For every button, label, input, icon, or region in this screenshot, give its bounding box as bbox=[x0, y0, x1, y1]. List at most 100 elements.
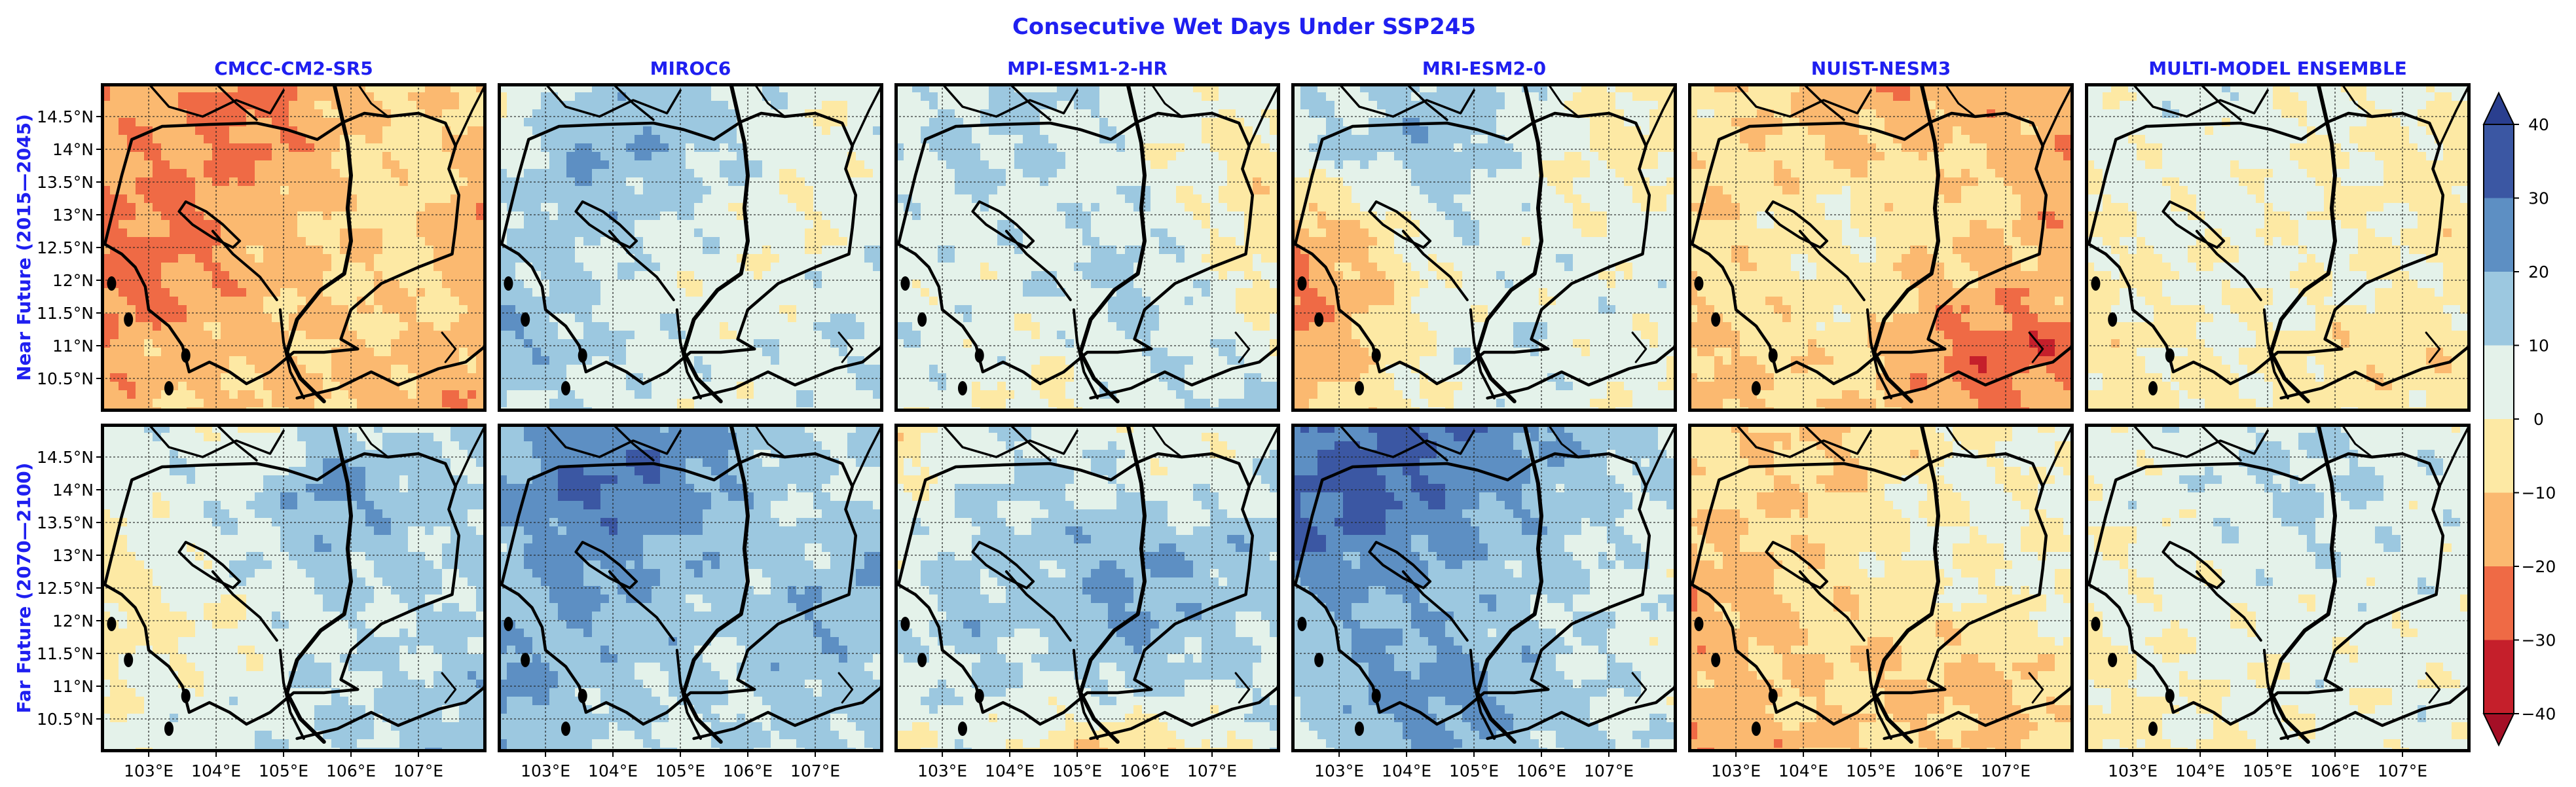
lat-tick-label: 11°N bbox=[52, 337, 94, 356]
gridlines bbox=[895, 84, 1279, 411]
panel-frame bbox=[1291, 83, 1677, 412]
map-outlines bbox=[896, 424, 1279, 744]
panel-frame bbox=[1291, 424, 1677, 752]
gridlines bbox=[498, 424, 883, 752]
lon-tick-label: 107°E bbox=[1187, 761, 1237, 780]
panel-frame bbox=[2085, 83, 2471, 412]
lon-tick-label: 105°E bbox=[655, 761, 705, 780]
map-outlines bbox=[896, 84, 1279, 403]
lat-tick-label: 12°N bbox=[52, 612, 94, 631]
colorbar-segment bbox=[2484, 492, 2514, 567]
colorbar-tick-label: 10 bbox=[2528, 337, 2549, 356]
lat-tick-label: 14.5°N bbox=[37, 448, 94, 467]
colorbar-segment bbox=[2484, 566, 2514, 640]
gridlines bbox=[895, 424, 1279, 752]
lon-tick-label: 107°E bbox=[1584, 761, 1634, 780]
lat-tick-label: 14°N bbox=[52, 481, 94, 500]
gridlines bbox=[101, 84, 486, 411]
lon-tick-label: 105°E bbox=[1449, 761, 1499, 780]
map-panel bbox=[1688, 83, 2074, 412]
axis-ticks: 14.5°N 14°N 13.5°N 13°N 12.5°N 12°N 11.5°N 11°N… bbox=[37, 107, 2427, 780]
map-outlines bbox=[500, 424, 883, 744]
model-title: MRI-ESM2-0 bbox=[1422, 58, 1546, 79]
lon-tick-label: 107°E bbox=[394, 761, 443, 780]
panel-frame bbox=[894, 83, 1280, 412]
map-panel bbox=[498, 424, 883, 752]
lat-tick-label: 14.5°N bbox=[37, 107, 94, 126]
lat-tick-label: 13°N bbox=[52, 206, 94, 225]
map-outlines bbox=[103, 84, 486, 403]
gridlines bbox=[2086, 424, 2470, 752]
lon-tick-label: 103°E bbox=[1314, 761, 1364, 780]
map-panel bbox=[2085, 83, 2471, 412]
model-title: MIROC6 bbox=[650, 58, 731, 79]
panel-frame bbox=[1688, 424, 2074, 752]
model-title: MPI-ESM1-2-HR bbox=[1007, 58, 1168, 79]
colorbar-segment bbox=[2484, 640, 2514, 714]
lon-tick-label: 105°E bbox=[259, 761, 308, 780]
colorbar-tick-label: 20 bbox=[2528, 263, 2549, 282]
panel-frame bbox=[101, 83, 487, 412]
column-titles: CMCC-CM2-SR5 MIROC6 MPI-ESM1-2-HR MRI-ESM2-… bbox=[214, 58, 2407, 79]
lon-tick-label: 106°E bbox=[2310, 761, 2360, 780]
lat-tick-label: 10.5°N bbox=[37, 369, 94, 388]
lat-tick-label: 11.5°N bbox=[37, 304, 94, 323]
lon-tick-label: 104°E bbox=[1778, 761, 1828, 780]
lon-tick-label: 106°E bbox=[1517, 761, 1566, 780]
map-outlines bbox=[1690, 84, 2073, 403]
lat-tick-label: 10.5°N bbox=[37, 710, 94, 729]
lat-tick-label: 13°N bbox=[52, 546, 94, 565]
gridlines bbox=[1292, 424, 1676, 752]
map-outlines bbox=[1293, 84, 1676, 403]
map-outlines bbox=[2087, 424, 2470, 744]
gridlines bbox=[2086, 84, 2470, 411]
panel-frame bbox=[2085, 424, 2471, 752]
gridlines bbox=[1292, 84, 1676, 411]
lon-tick-label: 106°E bbox=[723, 761, 773, 780]
model-title: MULTI-MODEL ENSEMBLE bbox=[2148, 58, 2407, 79]
map-outlines bbox=[1293, 424, 1676, 744]
anomaly-field bbox=[895, 424, 1279, 752]
colorbar-extend-min bbox=[2482, 713, 2515, 747]
map-panel bbox=[1291, 424, 1677, 752]
period-label: Far Future (2070—2100) bbox=[13, 463, 35, 714]
map-outlines bbox=[2087, 84, 2470, 403]
colorbar-tick-label: 0 bbox=[2533, 410, 2544, 429]
lon-tick-label: 103°E bbox=[124, 761, 174, 780]
map-panel bbox=[101, 424, 487, 752]
lon-tick-label: 104°E bbox=[1382, 761, 1431, 780]
lon-tick-label: 104°E bbox=[191, 761, 241, 780]
lon-tick-label: 103°E bbox=[1711, 761, 1761, 780]
lat-tick-label: 13.5°N bbox=[37, 513, 94, 532]
map-outlines bbox=[1690, 424, 2073, 744]
lon-tick-label: 107°E bbox=[790, 761, 840, 780]
anomaly-field bbox=[498, 424, 883, 752]
map-outlines bbox=[500, 84, 883, 403]
colorbar-segment bbox=[2484, 419, 2514, 493]
gridlines bbox=[1689, 424, 2073, 752]
model-title: NUIST-NESM3 bbox=[1811, 58, 1951, 79]
map-panel bbox=[101, 83, 487, 412]
figure-title: Consecutive Wet Days Under SSP245 bbox=[1012, 14, 1476, 40]
colorbar-tick-label: 40 bbox=[2528, 115, 2549, 134]
model-title: CMCC-CM2-SR5 bbox=[214, 58, 373, 79]
map-panel bbox=[1688, 424, 2074, 752]
gridlines bbox=[1689, 84, 2073, 411]
colorbar-segment bbox=[2484, 345, 2514, 420]
map-panel bbox=[498, 83, 883, 412]
lat-tick-label: 11.5°N bbox=[37, 644, 94, 663]
lon-tick-label: 103°E bbox=[2108, 761, 2158, 780]
panel-frame bbox=[894, 424, 1280, 752]
lon-tick-label: 104°E bbox=[985, 761, 1035, 780]
panel-frame bbox=[101, 424, 487, 752]
panel-frame bbox=[498, 424, 883, 752]
lat-tick-label: 11°N bbox=[52, 677, 94, 696]
colorbar-tick-label: −30 bbox=[2522, 631, 2556, 650]
lon-tick-label: 106°E bbox=[1913, 761, 1963, 780]
map-panel bbox=[2085, 424, 2471, 752]
colorbar-tick-label: −10 bbox=[2522, 484, 2556, 503]
lon-tick-label: 105°E bbox=[1846, 761, 1896, 780]
lat-tick-label: 12.5°N bbox=[37, 238, 94, 257]
lat-tick-label: 13.5°N bbox=[37, 173, 94, 192]
